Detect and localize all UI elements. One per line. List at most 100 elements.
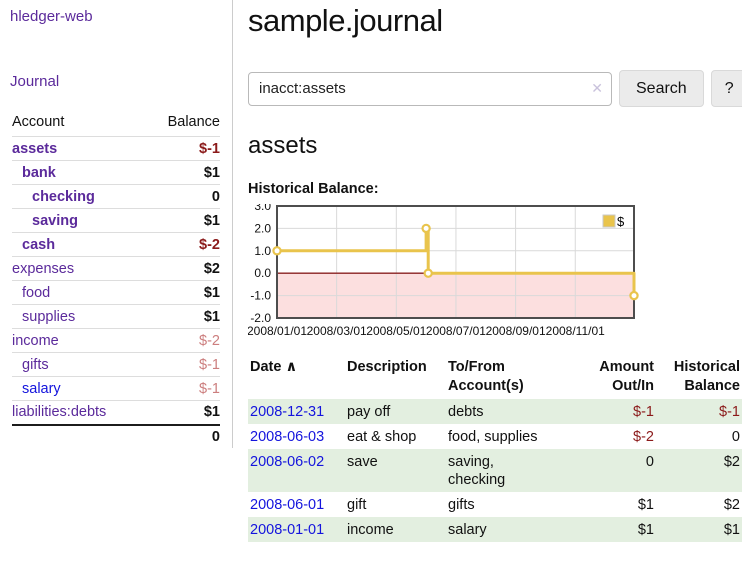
register-header-balance: Historical Balance	[673, 359, 740, 394]
svg-text:3.0: 3.0	[254, 204, 271, 213]
register-row: 2008-01-01 income salary $1 $1	[248, 517, 742, 542]
transaction-balance: $2	[723, 497, 740, 513]
sort-asc-icon: ∧	[285, 359, 298, 375]
search-input[interactable]	[248, 71, 612, 106]
accounts-header-balance: Balance	[167, 114, 220, 130]
account-link-gifts[interactable]: gifts	[22, 356, 49, 373]
legend-swatch	[602, 214, 616, 228]
account-balance: $-2	[145, 328, 220, 353]
data-point-marker	[629, 290, 639, 301]
account-balance: $2	[145, 256, 220, 281]
chart-title: Historical Balance:	[248, 181, 379, 197]
account-link-checking[interactable]: checking	[32, 188, 95, 205]
transaction-description: save	[347, 454, 378, 470]
transaction-accounts: salary	[448, 522, 487, 538]
transaction-description: pay off	[347, 404, 391, 420]
svg-text:2008/05/01: 2008/05/01	[366, 324, 426, 338]
account-balance: $-1	[145, 136, 220, 161]
register-table: Date ∧ Description To/From Account(s) Am…	[248, 355, 742, 542]
svg-text:2.0: 2.0	[254, 221, 271, 235]
svg-text:-2.0: -2.0	[250, 311, 271, 325]
account-link-supplies[interactable]: supplies	[22, 308, 76, 325]
data-point-marker	[272, 246, 282, 256]
account-link-cash[interactable]: cash	[22, 236, 56, 253]
account-link-salary[interactable]: salary	[22, 380, 61, 397]
transaction-accounts: saving, checking	[448, 454, 506, 488]
account-balance: $-1	[145, 352, 220, 377]
account-link-saving[interactable]: saving	[32, 212, 78, 229]
account-row: liabilities:debts $1	[12, 400, 220, 425]
account-row: bank $1	[12, 160, 220, 185]
transaction-accounts: gifts	[448, 497, 475, 513]
account-link-food[interactable]: food	[22, 284, 51, 301]
transaction-date-link[interactable]: 2008-01-01	[250, 522, 325, 538]
transaction-amount: $-2	[633, 429, 654, 445]
main-content: sample.journal ✕ Search ? assets Histori…	[233, 0, 742, 582]
date-header-label: Date	[250, 359, 282, 375]
accounts-total-value: 0	[145, 423, 220, 449]
register-row: 2008-06-01 gift gifts $1 $2	[248, 492, 742, 517]
account-balance: $1	[145, 280, 220, 305]
transaction-description: gift	[347, 497, 367, 513]
transaction-description: income	[347, 522, 394, 538]
transaction-amount: $1	[637, 522, 654, 538]
account-balance: $-2	[145, 232, 220, 257]
register-header-amount: Amount Out/In	[599, 359, 654, 394]
register-header-description: Description	[347, 359, 427, 375]
transaction-date-link[interactable]: 2008-06-02	[250, 454, 325, 470]
account-row: income $-2	[12, 328, 220, 353]
transaction-date-link[interactable]: 2008-06-03	[250, 429, 325, 445]
search-button[interactable]: Search	[619, 70, 704, 107]
svg-text:0.0: 0.0	[254, 266, 271, 280]
transaction-amount: 0	[645, 454, 654, 470]
svg-text:-1.0: -1.0	[250, 289, 271, 303]
brand-link[interactable]: hledger-web	[10, 8, 93, 25]
clear-search-icon[interactable]: ✕	[591, 79, 603, 96]
transaction-date-link[interactable]: 2008-12-31	[250, 404, 325, 420]
search-input-wrap: ✕	[248, 71, 612, 106]
account-link-liabilities-debts[interactable]: liabilities:debts	[12, 404, 107, 421]
account-row: saving $1	[12, 208, 220, 233]
accounts-table: Account Balance assets $-1 bank $1 check…	[12, 110, 220, 449]
transaction-amount: $-1	[633, 404, 654, 420]
account-link-expenses[interactable]: expenses	[12, 260, 75, 277]
svg-text:2008/09/01: 2008/09/01	[486, 324, 546, 338]
transaction-amount: $1	[637, 497, 654, 513]
accounts-total-row: 0	[12, 423, 220, 449]
account-row: food $1	[12, 280, 220, 305]
account-link-assets[interactable]: assets	[12, 140, 58, 157]
account-row: cash $-2	[12, 232, 220, 257]
register-row: 2008-06-02 save saving, checking 0 $2	[248, 449, 742, 492]
data-point-marker	[423, 268, 433, 278]
account-row: supplies $1	[12, 304, 220, 329]
account-balance: $-1	[145, 376, 220, 401]
account-row: salary $-1	[12, 376, 220, 401]
account-link-income[interactable]: income	[12, 332, 59, 349]
register-header-accounts: To/From Account(s)	[448, 359, 524, 394]
register-header-date[interactable]: Date ∧	[248, 355, 345, 399]
account-row: expenses $2	[12, 256, 220, 281]
account-balance: $1	[145, 400, 220, 425]
search-help-button[interactable]: ?	[710, 70, 742, 107]
account-row: checking 0	[12, 184, 220, 209]
accounts-header-row: Account Balance	[12, 110, 220, 137]
account-balance: $1	[145, 160, 220, 185]
transaction-balance: $2	[723, 454, 740, 470]
transaction-balance: $-1	[719, 404, 740, 420]
svg-text:2008/01/01: 2008/01/01	[248, 324, 307, 338]
transaction-balance: $1	[723, 522, 740, 538]
accounts-header-account: Account	[12, 114, 65, 130]
transaction-description: eat & shop	[347, 429, 417, 445]
svg-text:2008/03/01: 2008/03/01	[307, 324, 367, 338]
sidebar: hledger-web Journal Account Balance asse…	[0, 0, 233, 449]
account-heading: assets	[248, 132, 318, 159]
transaction-balance: 0	[731, 429, 740, 445]
data-point-marker	[421, 223, 431, 234]
sidebar-item-journal[interactable]: Journal	[10, 73, 60, 90]
transaction-accounts: debts	[448, 404, 484, 420]
account-link-bank[interactable]: bank	[22, 164, 56, 181]
transaction-date-link[interactable]: 2008-06-01	[250, 497, 325, 513]
transaction-accounts: food, supplies	[448, 429, 538, 445]
